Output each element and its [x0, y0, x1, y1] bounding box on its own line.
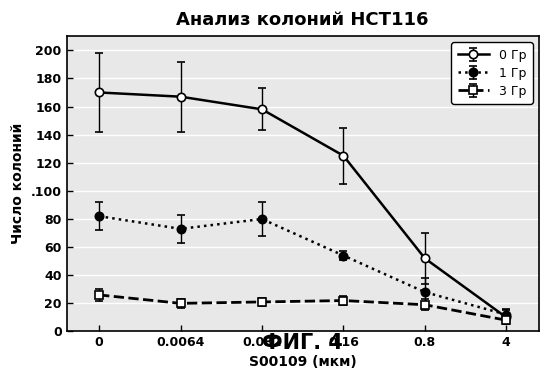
Y-axis label: Число колоний: Число колоний: [11, 123, 25, 244]
Text: ФИГ. 4: ФИГ. 4: [262, 333, 343, 353]
Legend: 0 Гр, 1 Гр, 3 Гр: 0 Гр, 1 Гр, 3 Гр: [452, 43, 532, 104]
X-axis label: S00109 (мкм): S00109 (мкм): [249, 355, 356, 369]
Title: Анализ колоний НСТ116: Анализ колоний НСТ116: [177, 11, 429, 29]
